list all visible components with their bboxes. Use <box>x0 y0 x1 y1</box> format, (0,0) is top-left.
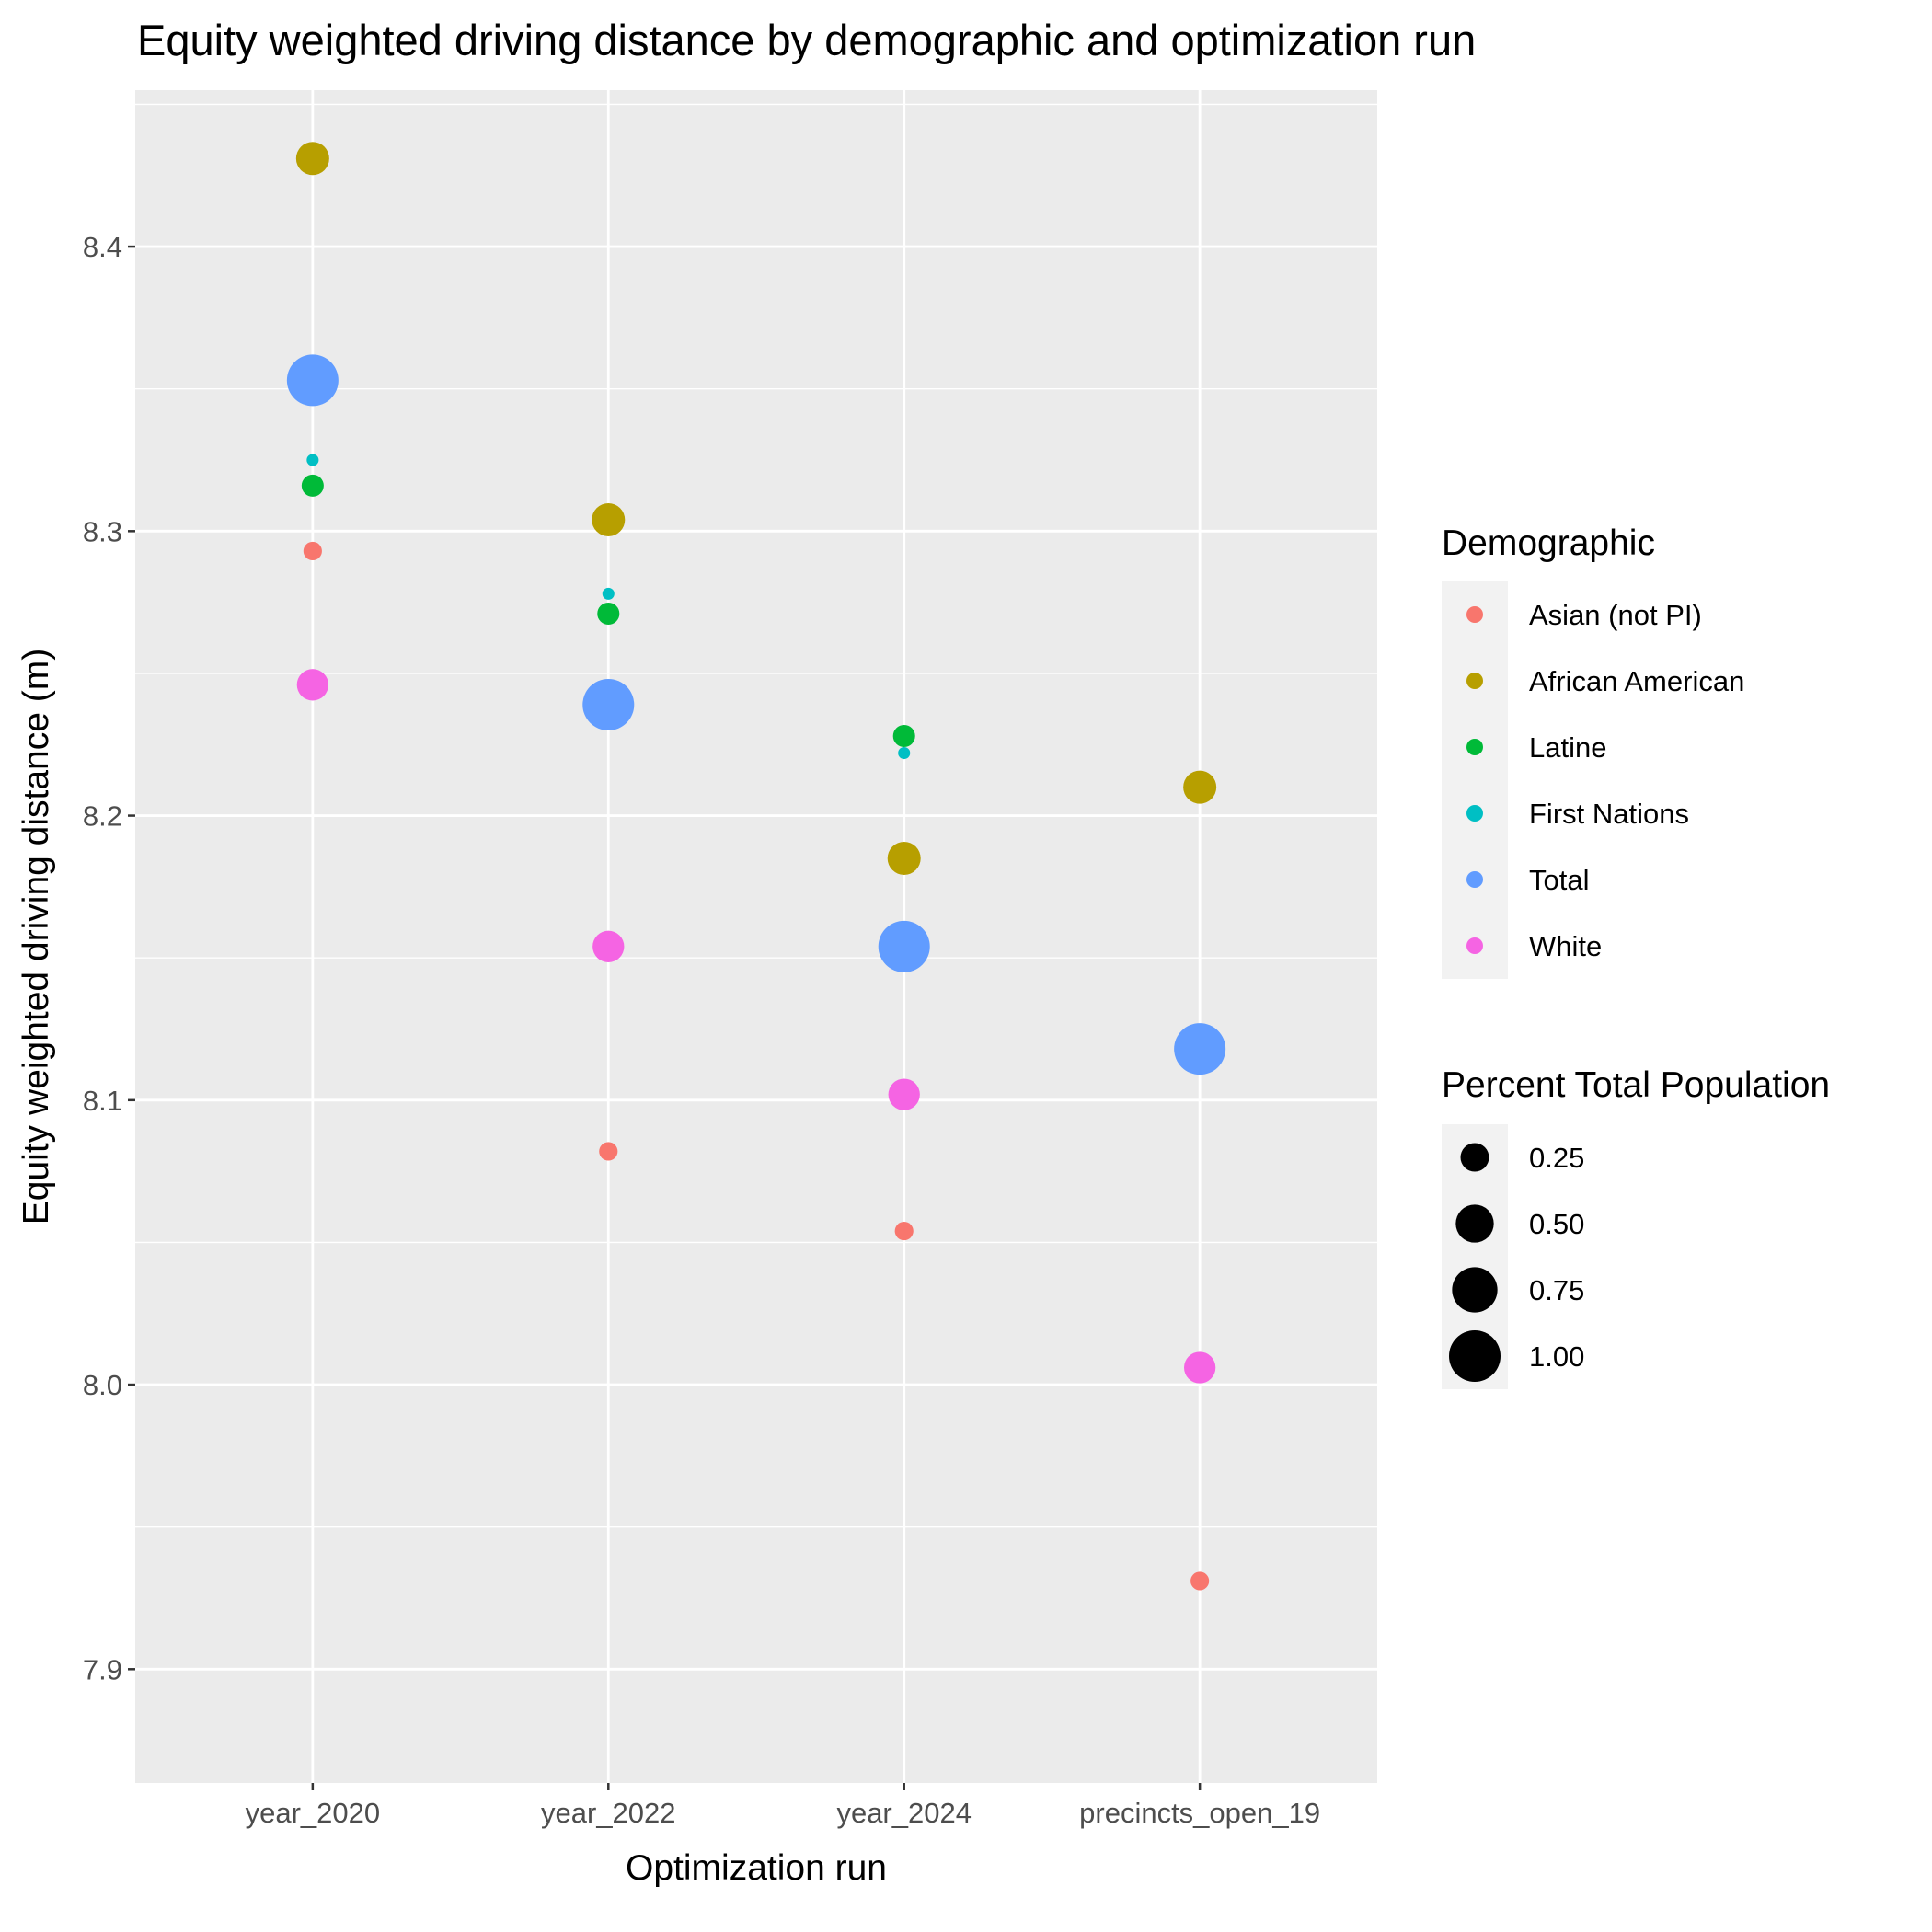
y-tick-label: 8.1 <box>83 1085 122 1117</box>
x-tick-label: precincts_open_19 <box>1079 1797 1320 1829</box>
x-tick-label: year_2022 <box>541 1797 676 1829</box>
y-tick-label: 8.3 <box>83 515 122 547</box>
legend-demographic: Demographic Asian (not PI) African Americ… <box>1442 523 1744 979</box>
legend-size-key <box>1460 1143 1489 1172</box>
legend-key <box>1466 871 1483 888</box>
y-tick-label: 8.0 <box>83 1369 122 1401</box>
legend-size: Percent Total Population 0.25 0.50 0.75 1.0… <box>1442 1065 1830 1389</box>
legend-key-background <box>1442 581 1508 979</box>
legend-size-title: Percent Total Population <box>1442 1065 1830 1105</box>
y-axis-title: Equity weighted driving distance (m) <box>17 649 56 1225</box>
y-tick-label: 8.2 <box>83 800 122 833</box>
point-first-nations <box>306 454 319 466</box>
legend-label: First Nations <box>1529 798 1689 830</box>
plot-panel <box>135 90 1377 1783</box>
point-total <box>582 678 635 730</box>
legend-key <box>1466 739 1483 755</box>
legend-key <box>1466 606 1483 623</box>
point-white <box>592 930 625 962</box>
point-asian-not-pi <box>1190 1571 1210 1591</box>
point-african-american <box>592 502 626 536</box>
point-first-nations <box>898 747 911 760</box>
point-latine <box>301 474 324 497</box>
legend-size-label: 0.50 <box>1529 1208 1584 1240</box>
point-latine <box>892 724 915 747</box>
x-tick-label: year_2020 <box>246 1797 381 1829</box>
legend-size-key <box>1449 1330 1501 1382</box>
legend-label: Asian (not PI) <box>1529 599 1702 631</box>
legend-label: Latine <box>1529 731 1606 764</box>
legend-key <box>1466 805 1483 822</box>
x-axis: year_2020 year_2022 year_2024 precincts_ope… <box>246 1783 1320 1829</box>
legend-size-key <box>1455 1204 1494 1243</box>
y-tick-label: 8.4 <box>83 231 122 263</box>
x-tick-label: year_2024 <box>836 1797 972 1829</box>
data-points <box>286 142 1226 1591</box>
legend-size-label: 0.75 <box>1529 1274 1584 1306</box>
point-african-american <box>887 841 921 875</box>
legend-color-title: Demographic <box>1442 523 1655 563</box>
point-white <box>1184 1351 1216 1384</box>
point-african-american <box>1183 770 1217 804</box>
point-african-american <box>295 142 329 176</box>
point-latine <box>597 602 620 626</box>
point-white <box>296 669 328 701</box>
legend-size-key <box>1452 1267 1498 1313</box>
legend-size-label: 1.00 <box>1529 1340 1584 1373</box>
point-total <box>1174 1023 1226 1075</box>
point-asian-not-pi <box>599 1142 618 1161</box>
point-white <box>888 1078 920 1110</box>
legend-label: White <box>1529 930 1602 962</box>
point-first-nations <box>602 587 615 600</box>
point-asian-not-pi <box>894 1221 914 1241</box>
point-total <box>286 354 339 407</box>
point-asian-not-pi <box>303 541 322 561</box>
legend-key <box>1466 937 1483 954</box>
point-total <box>878 920 930 972</box>
legend-label: Total <box>1529 864 1589 896</box>
chart-title: Equity weighted driving distance by demo… <box>137 16 1476 64</box>
legend-label: African American <box>1529 665 1744 697</box>
y-tick-label: 7.9 <box>83 1653 122 1685</box>
legend-size-label: 0.25 <box>1529 1142 1584 1174</box>
x-axis-title: Optimization run <box>626 1848 887 1888</box>
legend-key <box>1466 673 1483 689</box>
y-axis: 7.9 8.0 8.1 8.2 8.3 8.4 <box>83 231 135 1685</box>
